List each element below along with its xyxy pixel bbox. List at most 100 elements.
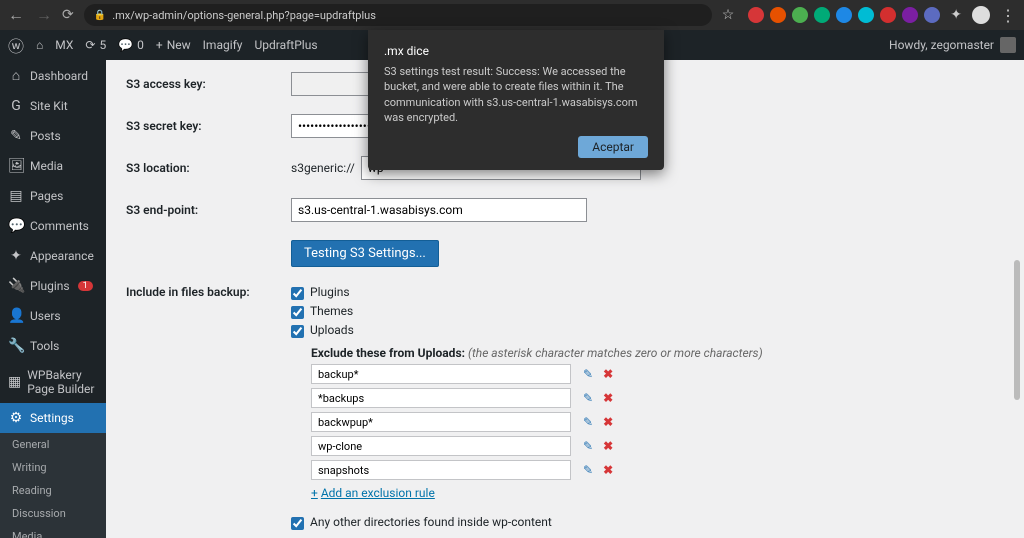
user-avatar[interactable] [1000,37,1016,53]
menu-appearance[interactable]: ✦Appearance [0,241,106,271]
reload-button[interactable]: ⟳ [62,7,74,23]
menu-icon: ✎ [8,128,24,144]
dialog-body: S3 settings test result: Success: We acc… [384,64,648,126]
submenu-writing[interactable]: Writing [0,456,106,479]
menu-tools[interactable]: 🔧Tools [0,331,106,361]
edit-icon[interactable]: ✎ [583,439,593,453]
edit-icon[interactable]: ✎ [583,463,593,477]
extension-icon[interactable] [880,7,896,23]
adminbar-imagify[interactable]: Imagify [203,38,243,52]
delete-icon[interactable]: ✖ [603,463,613,477]
howdy-text[interactable]: Howdy, zegomaster [889,38,994,52]
menu-plugins[interactable]: 🔌Plugins1 [0,271,106,301]
extension-icon[interactable] [836,7,852,23]
include-label: Include in files backup: [126,285,291,299]
extension-icon[interactable] [748,7,764,23]
menu-media[interactable]: 🖼 Media [0,151,106,181]
back-button[interactable]: ← [8,5,24,25]
extension-icon[interactable] [770,7,786,23]
include-uploads-checkbox[interactable] [291,325,304,338]
menu-pages[interactable]: ▤Pages [0,181,106,211]
submenu-discussion[interactable]: Discussion [0,502,106,525]
edit-icon[interactable]: ✎ [583,391,593,405]
menu-label: Dashboard [30,69,88,83]
alert-dialog: .mx dice S3 settings test result: Succes… [368,30,664,170]
url-text: .mx/wp-admin/options-general.php?page=up… [112,9,376,22]
any-other-label: Any other directories found inside wp-co… [310,515,552,529]
menu-comments[interactable]: 💬 Comments [0,211,106,241]
any-other-checkbox[interactable] [291,517,304,530]
include-themes-checkbox[interactable] [291,306,304,319]
menu-icon: ▤ [8,188,24,204]
delete-icon[interactable]: ✖ [603,439,613,453]
extension-icon[interactable] [858,7,874,23]
include-plugins-checkbox[interactable] [291,287,304,300]
extension-icon[interactable] [814,7,830,23]
delete-icon[interactable]: ✖ [603,367,613,381]
include-plugins-label: Plugins [310,285,350,299]
delete-icon[interactable]: ✖ [603,415,613,429]
menu-label: Comments [30,219,89,233]
update-badge: 1 [78,281,93,291]
scrollbar-thumb[interactable] [1014,260,1020,400]
exclude-input[interactable] [311,388,571,408]
plus-icon: + [311,486,318,500]
menu-settings[interactable]: ⚙ Settings [0,403,106,433]
bookmark-icon[interactable]: ☆ [722,7,735,23]
dialog-title: .mx dice [384,44,648,58]
menu-label: Plugins [30,279,70,293]
home-icon[interactable]: ⌂ [36,38,43,52]
adminbar-updraft[interactable]: UpdraftPlus [254,38,317,52]
menu-label: WPBakery Page Builder [27,368,98,396]
edit-icon[interactable]: ✎ [583,415,593,429]
wp-sidebar: ⌂Dashboard G Site Kit ✎Posts 🖼 Media ▤Pages 💬 Co… [0,60,106,538]
forward-button[interactable]: → [36,5,52,25]
wp-logo-icon[interactable]: ⓦ [8,33,24,57]
submenu-general[interactable]: General [0,433,106,456]
menu-icon: G [8,98,24,114]
exclude-input[interactable] [311,364,571,384]
address-bar[interactable]: 🔒 .mx/wp-admin/options-general.php?page=… [84,4,712,26]
menu-icon: 💬 [8,218,24,234]
exclude-input[interactable] [311,436,571,456]
menu-label: Settings [30,411,74,425]
menu-label: Site Kit [30,99,68,113]
s3-endpoint-input[interactable] [291,198,587,222]
edit-icon[interactable]: ✎ [583,367,593,381]
menu-icon: ✦ [8,248,24,264]
include-themes-label: Themes [310,304,353,318]
menu-label: Tools [30,339,59,353]
menu-icon: 🖼 [8,158,24,174]
menu-posts[interactable]: ✎Posts [0,121,106,151]
menu-label: Media [30,159,63,173]
dialog-accept-button[interactable]: Aceptar [578,136,648,158]
extensions-row [748,7,940,23]
add-exclusion-link[interactable]: + Add an exclusion rule [311,486,435,500]
profile-avatar[interactable] [972,6,990,24]
menu-icon: ▦ [8,374,21,390]
site-name[interactable]: MX [55,38,73,52]
s3-secret-label: S3 secret key: [126,119,291,133]
submenu-media[interactable]: Media [0,525,106,538]
menu-dashboard[interactable]: ⌂Dashboard [0,60,106,91]
updates-count[interactable]: ⟳ 5 [85,38,106,52]
delete-icon[interactable]: ✖ [603,391,613,405]
comments-count[interactable]: 💬 0 [118,38,144,52]
extension-icon[interactable] [924,7,940,23]
test-s3-button[interactable]: Testing S3 Settings... [291,240,439,267]
new-content[interactable]: + New [156,38,191,52]
menu-site-kit[interactable]: G Site Kit [0,91,106,121]
extension-icon[interactable] [792,7,808,23]
submenu-reading[interactable]: Reading [0,479,106,502]
menu-icon: ⚙ [8,410,24,426]
exclude-input[interactable] [311,412,571,432]
s3-location-prefix: s3generic:// [291,161,355,175]
extensions-icon[interactable]: ✦ [950,7,962,23]
exclude-title: Exclude these from Uploads: (the asteris… [311,346,1004,360]
exclude-input[interactable] [311,460,571,480]
menu-users[interactable]: 👤Users [0,301,106,331]
menu-icon[interactable]: ⋮ [1000,6,1016,25]
s3-access-label: S3 access key: [126,77,291,91]
menu-wpbakery-page-builder[interactable]: ▦ WPBakery Page Builder [0,361,106,403]
extension-icon[interactable] [902,7,918,23]
